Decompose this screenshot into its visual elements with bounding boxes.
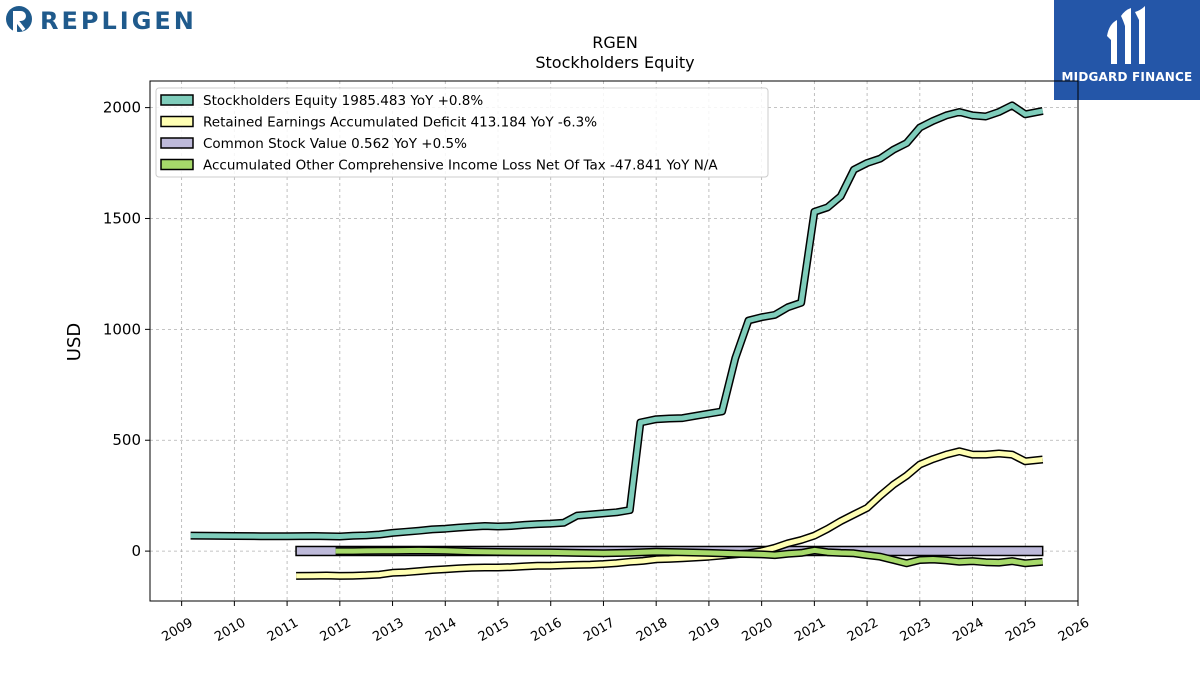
x-tick-label: 2016 xyxy=(529,615,565,645)
legend-entry: Stockholders Equity 1985.483 YoY +0.8% xyxy=(203,93,483,109)
y-axis-ticks: 0 500 1000 1500 2000 xyxy=(103,99,150,560)
y-tick-label: 1500 xyxy=(103,209,141,227)
x-axis-ticks: 2009 2010 2011 2012 2013 2014 2015 2016 2017 2018… xyxy=(159,601,1092,645)
x-tick-label: 2012 xyxy=(318,615,354,645)
repligen-logo: REPLIGEN xyxy=(4,4,197,38)
x-tick-label: 2011 xyxy=(265,615,301,645)
plot-series xyxy=(190,101,1044,580)
midgard-m-icon xyxy=(1107,6,1145,64)
y-axis-label: USD xyxy=(64,323,85,361)
midgard-finance-text: MIDGARD FINANCE xyxy=(1061,70,1193,84)
legend-entry: Retained Earnings Accumulated Deficit 41… xyxy=(203,115,597,131)
series-line-stockholders-equity xyxy=(190,102,1044,539)
y-tick-label: 1000 xyxy=(103,320,141,338)
x-tick-label: 2015 xyxy=(476,615,512,645)
x-tick-label: 2010 xyxy=(212,615,248,645)
x-tick-label: 2013 xyxy=(370,615,406,645)
y-tick-label: 0 xyxy=(131,542,141,560)
x-tick-label: 2020 xyxy=(739,615,775,645)
legend-swatch xyxy=(160,94,194,106)
legend-box xyxy=(155,87,769,178)
repligen-r-icon xyxy=(6,6,32,33)
chart-title: RGEN xyxy=(592,33,638,52)
y-tick-label: 2000 xyxy=(103,99,141,117)
x-tick-label: 2022 xyxy=(845,615,881,645)
x-tick-label: 2026 xyxy=(1056,615,1092,645)
legend: Stockholders Equity 1985.483 YoY +0.8% Re… xyxy=(155,87,769,178)
x-tick-label: 2024 xyxy=(950,615,986,645)
x-tick-label: 2023 xyxy=(898,615,934,645)
legend-swatch xyxy=(160,115,194,128)
plot-frame xyxy=(149,80,1079,602)
series-line-accumulated-other-comprehensive-income-loss-net-of-tax xyxy=(335,547,1043,566)
x-tick-label: 2018 xyxy=(634,615,670,645)
x-tick-label: 2014 xyxy=(423,615,459,645)
x-tick-label: 2019 xyxy=(687,615,723,645)
legend-swatch xyxy=(160,158,194,171)
x-tick-label: 2021 xyxy=(792,615,828,645)
repligen-logo-text: REPLIGEN xyxy=(40,7,197,35)
legend-entry: Common Stock Value 0.562 YoY +0.5% xyxy=(203,136,467,152)
x-tick-label: 2025 xyxy=(1003,615,1039,645)
legend-entry: Accumulated Other Comprehensive Income L… xyxy=(203,158,718,174)
series-line-retained-earnings-accumulated-deficit xyxy=(296,448,1043,579)
x-tick-label: 2017 xyxy=(581,615,617,645)
y-tick-label: 500 xyxy=(112,431,141,449)
chart-subtitle: Stockholders Equity xyxy=(535,53,694,72)
legend-swatch xyxy=(160,137,194,149)
x-tick-label: 2009 xyxy=(159,615,195,645)
